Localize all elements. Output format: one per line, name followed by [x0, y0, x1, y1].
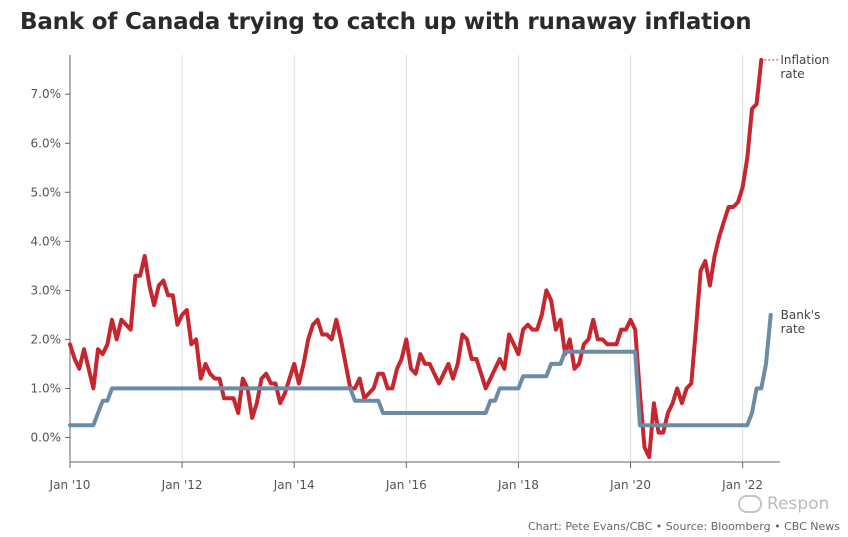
y-tick-label: 2.0%	[31, 332, 62, 346]
y-tick-label: 0.0%	[31, 430, 62, 444]
source-credit: Chart: Pete Evans/CBC • Source: Bloomber…	[527, 520, 840, 533]
x-tick-label: Jan '14	[273, 478, 315, 492]
chat-bubble-icon	[738, 495, 762, 513]
x-tick-label: Jan '10	[49, 478, 91, 492]
inflation-rate-line	[68, 57, 764, 460]
x-tick-label: Jan '22	[721, 478, 763, 492]
y-tick-label: 5.0%	[31, 185, 62, 199]
x-tick-label: Jan '18	[497, 478, 539, 492]
bank-s-rate-line	[68, 312, 773, 428]
y-axis-ticks: 0.0% 1.0% 2.0% 3.0% 4.0% 5.0% 6.0% 7.0%	[31, 87, 70, 444]
legend-banks-rate: Bank's rate	[781, 308, 821, 336]
y-tick-label: 4.0%	[31, 234, 62, 248]
x-axis-ticks: Jan '10 Jan '12 Jan '14 Jan '16 Jan '18 Jan '…	[49, 462, 763, 492]
x-tick-label: Jan '20	[609, 478, 651, 492]
legend-word: Inflation	[780, 53, 829, 67]
x-tick-label: Jan '12	[161, 478, 203, 492]
series-lines	[68, 57, 773, 460]
legend-word: rate	[780, 67, 804, 81]
x-tick-label: Jan '16	[385, 478, 427, 492]
y-tick-label: 6.0%	[31, 136, 62, 150]
chart-title: Bank of Canada trying to catch up with r…	[20, 9, 752, 35]
y-tick-label: 7.0%	[31, 87, 62, 101]
watermark: Respon	[738, 494, 829, 514]
legend-word: rate	[781, 322, 805, 336]
legend-word: Bank's	[781, 308, 821, 322]
watermark-text: Respon	[767, 494, 830, 514]
y-tick-label: 3.0%	[31, 283, 62, 297]
axes	[69, 55, 780, 463]
legend-inflation-rate: Inflation rate	[780, 53, 829, 81]
y-tick-label: 1.0%	[31, 381, 62, 395]
